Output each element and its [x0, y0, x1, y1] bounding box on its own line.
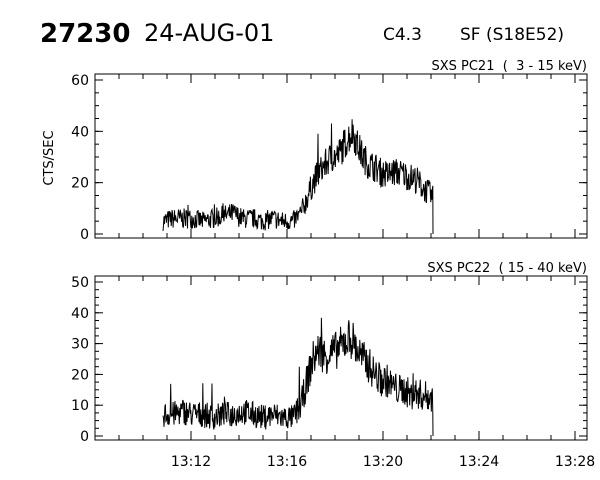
panel-pc22: SXS PC22 ( 15 - 40 keV) 0 10 20 30 40 50 13:1…	[71, 261, 595, 470]
panel-pc22-title: SXS PC22 ( 15 - 40 keV)	[427, 261, 587, 276]
flare-location: SF (S18E52)	[460, 25, 564, 45]
event-date: 24-AUG-01	[144, 19, 274, 47]
xtick-label: 13:12	[171, 454, 211, 470]
panel-pc21-title: SXS PC21 ( 3 - 15 keV)	[431, 59, 587, 74]
xtick-label: 13:20	[363, 454, 403, 470]
xtick-label: 13:24	[459, 454, 499, 470]
panel-pc22-series-line	[162, 317, 434, 437]
goes-class: C4.3	[383, 25, 422, 45]
ytick-label: 50	[71, 275, 89, 291]
ytick-label: 30	[71, 337, 89, 353]
ytick-label: 20	[71, 367, 89, 383]
ytick-label: 0	[80, 429, 89, 445]
panel-pc21-frame	[94, 73, 588, 239]
ytick-label: 10	[71, 398, 89, 414]
ytick-label: 0	[80, 227, 89, 243]
panel-pc21-ylabel: CTS/SEC	[42, 130, 57, 185]
ytick-label: 40	[71, 306, 89, 322]
ytick-label: 20	[71, 176, 89, 192]
ytick-label: 60	[71, 73, 89, 89]
ytick-label: 40	[71, 124, 89, 140]
panel-pc22-frame	[94, 275, 588, 441]
xtick-label: 13:16	[267, 454, 307, 470]
xtick-label: 13:28	[555, 454, 595, 470]
panel-pc21: SXS PC21 ( 3 - 15 keV) CTS/SEC 0 20 40 60	[42, 59, 588, 243]
panel-pc21-series-line	[162, 119, 434, 235]
event-id: 27230	[40, 19, 130, 49]
